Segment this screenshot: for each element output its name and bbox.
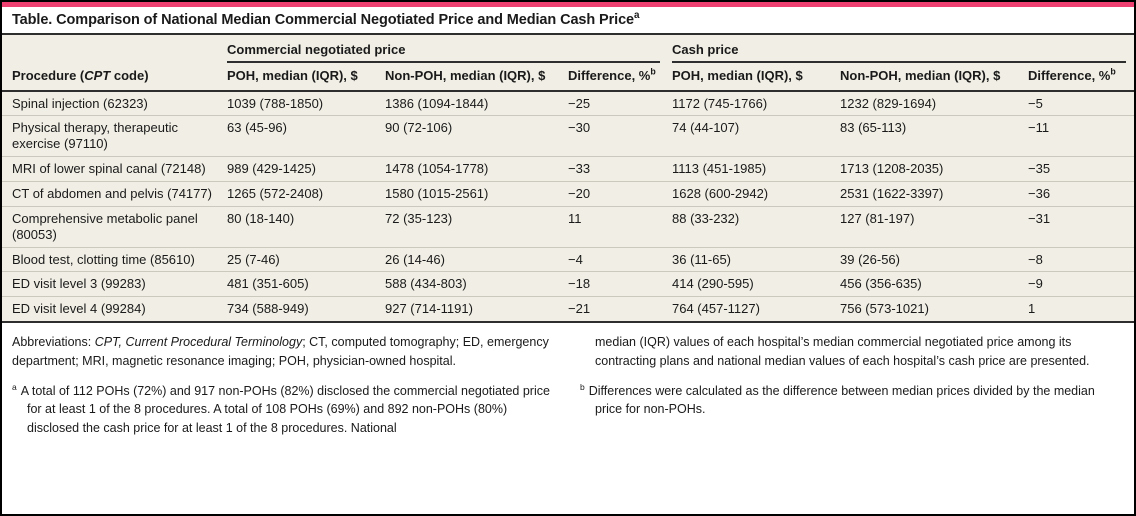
commercial-nonpoh-cell: 72 (35-123) <box>385 206 568 248</box>
cash-difference-cell: −11 <box>1028 115 1134 158</box>
cash-nonpoh-cell: 1232 (829-1694) <box>840 90 1028 117</box>
cash-difference-cell: −5 <box>1028 90 1134 117</box>
group-header-spacer <box>2 35 227 63</box>
cash-poh-cell: 74 (44-107) <box>672 115 840 158</box>
cash-nonpoh-cell: 39 (26-56) <box>840 247 1028 273</box>
table-title-text: Table. Comparison of National Median Com… <box>12 12 635 28</box>
footnotes-section: Abbreviations: CPT, Current Procedural T… <box>2 323 1134 446</box>
footnote-a-continuation: median (IQR) values of each hospital’s m… <box>595 335 1090 368</box>
commercial-poh-cell: 1039 (788-1850) <box>227 90 385 117</box>
procedure-cell: MRI of lower spinal canal (72148) <box>2 156 227 183</box>
commercial-difference-cell: 11 <box>568 206 672 248</box>
procedure-cell: Blood test, clotting time (85610) <box>2 247 227 273</box>
table-title-footnote-marker: a <box>634 10 640 22</box>
column-header-row: Procedure (CPT code) POH, median (IQR), … <box>2 63 1134 92</box>
cash-poh-cell: 88 (33-232) <box>672 206 840 248</box>
footnotes-right-column: median (IQR) values of each hospital’s m… <box>580 333 1120 438</box>
column-header-commercial-nonpoh: Non-POH, median (IQR), $ <box>385 63 568 92</box>
table-row: CT of abdomen and pelvis (74177) 1265 (5… <box>2 181 1134 207</box>
commercial-poh-cell: 1265 (572-2408) <box>227 181 385 207</box>
cash-nonpoh-cell: 756 (573-1021) <box>840 296 1028 324</box>
commercial-nonpoh-cell: 1478 (1054-1778) <box>385 156 568 183</box>
cash-poh-cell: 1172 (745-1766) <box>672 90 840 117</box>
cash-nonpoh-cell: 456 (356-635) <box>840 271 1028 298</box>
difference-footnote-marker: b <box>650 66 656 77</box>
difference-footnote-marker: b <box>1110 66 1116 77</box>
procedure-cell: ED visit level 4 (99284) <box>2 296 227 324</box>
table-row: MRI of lower spinal canal (72148) 989 (4… <box>2 156 1134 183</box>
table-row: Physical therapy, therapeutic exercise (… <box>2 115 1134 158</box>
abbreviations-italic: CPT, Current Procedural Terminology <box>94 335 303 350</box>
commercial-poh-cell: 989 (429-1425) <box>227 156 385 183</box>
cash-poh-cell: 414 (290-595) <box>672 271 840 298</box>
group-header-row: Commercial negotiated price Cash price <box>2 35 1134 63</box>
footnote-a-marker: a <box>12 381 17 392</box>
commercial-difference-cell: −4 <box>568 247 672 273</box>
abbreviations-note: Abbreviations: CPT, Current Procedural T… <box>12 335 549 368</box>
procedure-cell: Comprehensive metabolic panel (80053) <box>2 206 227 248</box>
commercial-difference-cell: −30 <box>568 115 672 158</box>
commercial-difference-cell: −33 <box>568 156 672 183</box>
footnote-b-marker: b <box>580 381 585 392</box>
commercial-poh-cell: 63 (45-96) <box>227 115 385 158</box>
column-header-cash-poh: POH, median (IQR), $ <box>672 63 840 92</box>
commercial-difference-cell: −25 <box>568 90 672 117</box>
cash-difference-cell: −31 <box>1028 206 1134 248</box>
cash-difference-cell: −35 <box>1028 156 1134 183</box>
table-row: ED visit level 3 (99283) 481 (351-605) 5… <box>2 271 1134 298</box>
table-row: Spinal injection (62323) 1039 (788-1850)… <box>2 90 1134 117</box>
table-row: ED visit level 4 (99284) 734 (588-949) 9… <box>2 296 1134 324</box>
cash-poh-cell: 764 (457-1127) <box>672 296 840 324</box>
commercial-poh-cell: 734 (588-949) <box>227 296 385 324</box>
commercial-nonpoh-cell: 1580 (1015-2561) <box>385 181 568 207</box>
footnotes-left-column: Abbreviations: CPT, Current Procedural T… <box>12 333 552 438</box>
procedure-cell: Physical therapy, therapeutic exercise (… <box>2 115 227 158</box>
column-header-cash-difference: Difference, %b <box>1028 63 1134 92</box>
column-header-commercial-poh: POH, median (IQR), $ <box>227 63 385 92</box>
table-row: Blood test, clotting time (85610) 25 (7-… <box>2 247 1134 273</box>
commercial-nonpoh-cell: 26 (14-46) <box>385 247 568 273</box>
group-header-cash: Cash price <box>672 35 1134 63</box>
group-header-commercial: Commercial negotiated price <box>227 35 672 63</box>
table-title: Table. Comparison of National Median Com… <box>2 7 1134 35</box>
procedure-cell: Spinal injection (62323) <box>2 90 227 117</box>
commercial-nonpoh-cell: 588 (434-803) <box>385 271 568 298</box>
commercial-nonpoh-cell: 927 (714-1191) <box>385 296 568 324</box>
commercial-nonpoh-cell: 1386 (1094-1844) <box>385 90 568 117</box>
column-header-commercial-difference: Difference, %b <box>568 63 672 92</box>
commercial-difference-cell: −20 <box>568 181 672 207</box>
cash-nonpoh-cell: 127 (81-197) <box>840 206 1028 248</box>
footnote-b: b Differences were calculated as the diff… <box>580 381 1095 417</box>
procedure-cell: CT of abdomen and pelvis (74177) <box>2 181 227 207</box>
commercial-poh-cell: 25 (7-46) <box>227 247 385 273</box>
column-header-cash-nonpoh: Non-POH, median (IQR), $ <box>840 63 1028 92</box>
column-header-procedure: Procedure (CPT code) <box>2 63 227 92</box>
cash-nonpoh-cell: 1713 (1208-2035) <box>840 156 1028 183</box>
cash-difference-cell: 1 <box>1028 296 1134 324</box>
commercial-difference-cell: −21 <box>568 296 672 324</box>
cash-difference-cell: −8 <box>1028 247 1134 273</box>
accent-bar <box>2 2 1134 7</box>
cash-difference-cell: −9 <box>1028 271 1134 298</box>
table-body: Spinal injection (62323) 1039 (788-1850)… <box>2 90 1134 324</box>
cash-nonpoh-cell: 83 (65-113) <box>840 115 1028 158</box>
cash-poh-cell: 1628 (600-2942) <box>672 181 840 207</box>
cash-difference-cell: −36 <box>1028 181 1134 207</box>
procedure-cell: ED visit level 3 (99283) <box>2 271 227 298</box>
cash-poh-cell: 1113 (451-1985) <box>672 156 840 183</box>
table-row: Comprehensive metabolic panel (80053) 80… <box>2 206 1134 248</box>
commercial-poh-cell: 80 (18-140) <box>227 206 385 248</box>
comparison-table: Commercial negotiated price Cash price P… <box>2 35 1134 324</box>
commercial-nonpoh-cell: 90 (72-106) <box>385 115 568 158</box>
commercial-difference-cell: −18 <box>568 271 672 298</box>
commercial-poh-cell: 481 (351-605) <box>227 271 385 298</box>
cash-poh-cell: 36 (11-65) <box>672 247 840 273</box>
cpt-italic: CPT <box>84 68 111 83</box>
cash-nonpoh-cell: 2531 (1622-3397) <box>840 181 1028 207</box>
